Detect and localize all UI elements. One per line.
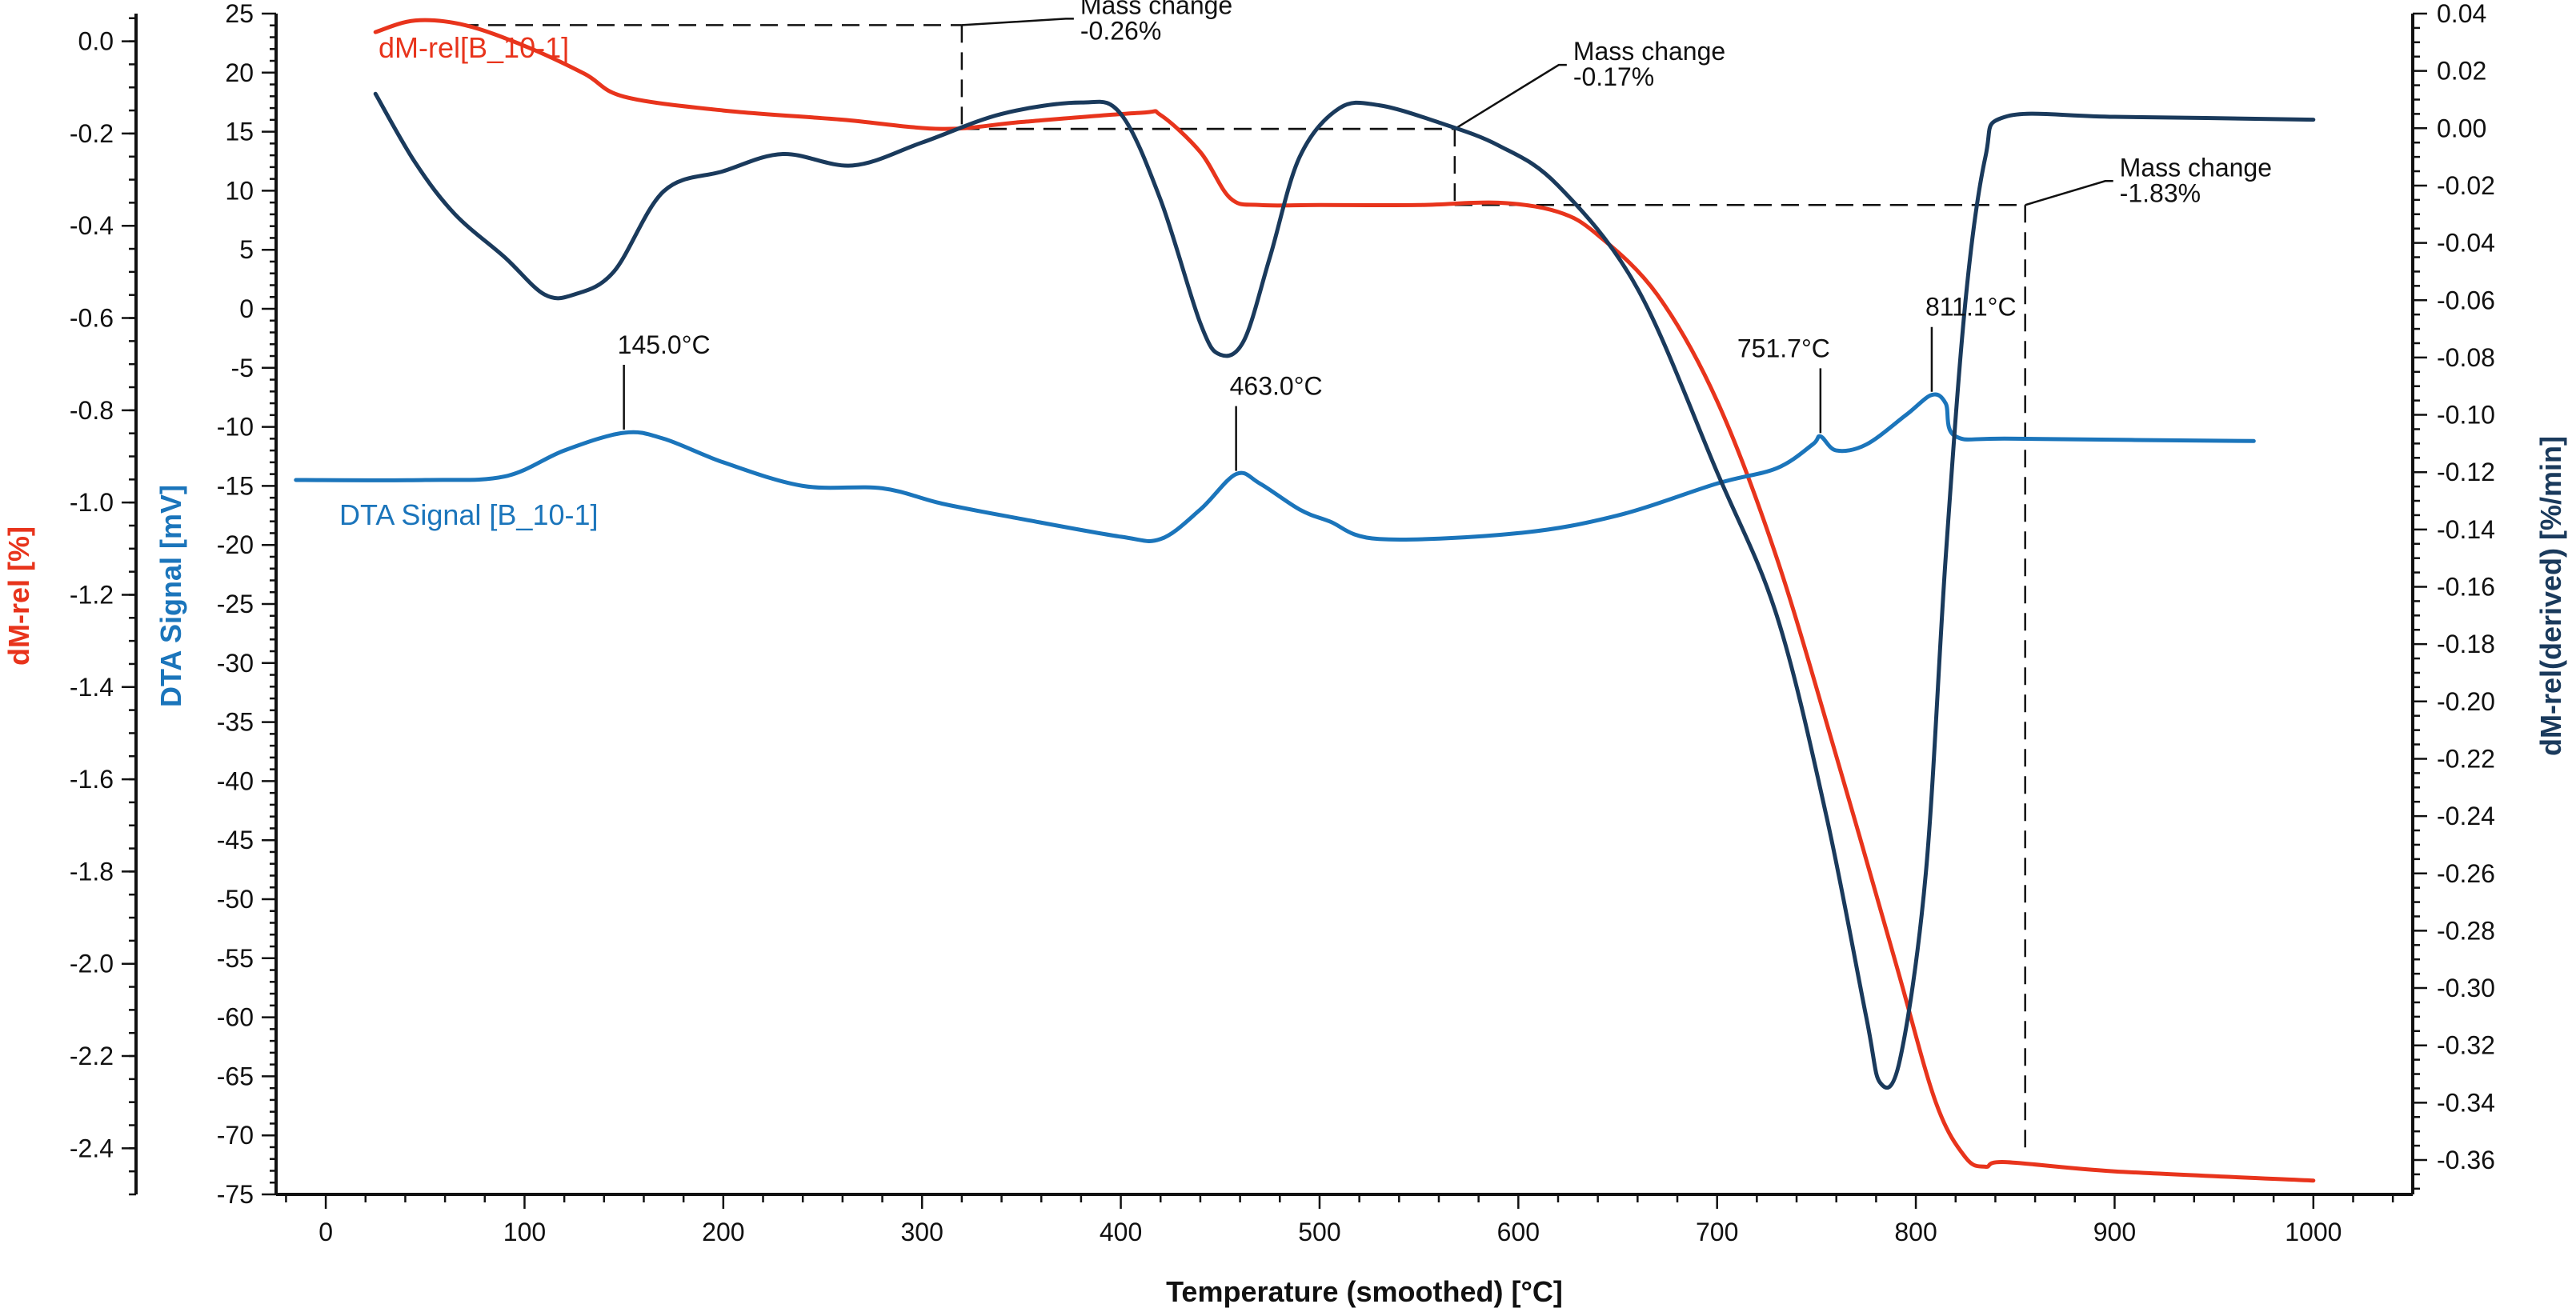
left-outer-tick-label: -1.8 — [70, 857, 114, 886]
right-tick-label: -0.18 — [2437, 630, 2495, 658]
dm-rel-derived-line — [373, 91, 2316, 1090]
dm-rel-series-label: dM-rel[B_10-1] — [379, 31, 569, 64]
dta-signal-line — [294, 392, 2256, 543]
left-inner-tick-label: 0 — [239, 294, 254, 323]
peak-label: 463.0°C — [1230, 372, 1323, 401]
left-inner-tick-label: 25 — [225, 0, 254, 28]
right-tick-label: -0.10 — [2437, 401, 2495, 430]
right-tick-label: -0.06 — [2437, 286, 2495, 314]
mass-change-value: -0.17% — [1573, 62, 1654, 91]
right-tick-label: 0.04 — [2437, 0, 2486, 28]
left-outer-tick-label: 0.0 — [78, 27, 114, 56]
left-inner-tick-label: -70 — [217, 1121, 254, 1150]
left-outer-tick-label: -1.4 — [70, 673, 114, 702]
mass-change-guides: Mass change-0.26%Mass change-0.17%Mass c… — [460, 0, 2272, 1154]
left-inner-tick-label: -60 — [217, 1003, 254, 1032]
left-inner-tick-label: 10 — [225, 176, 254, 205]
x-tick-label: 1000 — [2285, 1218, 2342, 1246]
left-outer-tick-label: -0.6 — [70, 304, 114, 333]
right-tick-label: -0.08 — [2437, 343, 2495, 372]
left-inner-tick-label: 15 — [225, 118, 254, 146]
right-tick-label: 0.00 — [2437, 114, 2486, 142]
left-inner-axis-title: DTA Signal [mV] — [154, 485, 187, 707]
left-outer-tick-label: -1.2 — [70, 580, 114, 609]
right-tick-label: -0.22 — [2437, 744, 2495, 773]
x-tick-label: 400 — [1100, 1218, 1142, 1246]
x-tick-label: 0 — [318, 1218, 333, 1246]
left-inner-tick-label: -5 — [231, 354, 254, 382]
left-outer-axis-title: dM-rel [%] — [2, 526, 35, 666]
right-tick-label: -0.30 — [2437, 974, 2495, 1002]
mass-change-value: -1.83% — [2120, 178, 2201, 207]
mass-change-title: Mass change — [1573, 37, 1725, 66]
x-tick-label: 900 — [2093, 1218, 2136, 1246]
right-tick-label: -0.20 — [2437, 687, 2495, 716]
x-tick-label: 600 — [1497, 1218, 1540, 1246]
left-outer-tick-label: -1.0 — [70, 488, 114, 517]
x-tick-label: 800 — [1894, 1218, 1937, 1246]
right-tick-label: -0.02 — [2437, 171, 2495, 200]
left-outer-tick-label: -0.2 — [70, 119, 114, 148]
right-tick-label: -0.28 — [2437, 916, 2495, 945]
left-inner-tick-label: -75 — [217, 1180, 254, 1209]
right-tick-label: -0.34 — [2437, 1088, 2495, 1117]
mass-change-title: Mass change — [2120, 153, 2272, 182]
x-tick-label: 200 — [702, 1218, 744, 1246]
left-inner-tick-label: -35 — [217, 708, 254, 737]
peak-label: 811.1°C — [1925, 293, 2017, 322]
mass-change-leader — [1454, 63, 1567, 130]
left-outer-tick-label: -0.8 — [70, 396, 114, 425]
mass-change-title: Mass change — [1080, 0, 1232, 19]
left-inner-tick-label: 20 — [225, 58, 254, 87]
x-axis-title: Temperature (smoothed) [°C] — [1166, 1275, 1563, 1308]
left-inner-tick-label: -20 — [217, 530, 254, 559]
x-tick-label: 300 — [901, 1218, 943, 1246]
right-tick-label: -0.26 — [2437, 859, 2495, 888]
x-tick-label: 100 — [503, 1218, 546, 1246]
left-inner-tick-label: -10 — [217, 413, 254, 442]
left-inner-tick-label: -50 — [217, 885, 254, 914]
left-inner-tick-label: 5 — [239, 235, 254, 264]
mass-change-leader — [2025, 180, 2113, 206]
annotation-layer: 145.0°C 463.0°C 751.7°C 811.1°C — [618, 293, 2017, 471]
right-tick-label: -0.12 — [2437, 458, 2495, 486]
left-outer-tick-label: -2.4 — [70, 1134, 114, 1162]
left-inner-tick-label: -55 — [217, 944, 254, 973]
right-axis-title: dM-rel(derived) [%/min] — [2534, 436, 2567, 756]
dm-rel-line — [373, 18, 2316, 1183]
right-tick-label: 0.02 — [2437, 57, 2486, 86]
right-tick-label: -0.24 — [2437, 802, 2495, 830]
right-tick-label: -0.04 — [2437, 229, 2495, 258]
left-inner-tick-label: -15 — [217, 471, 254, 500]
left-outer-tick-label: -1.6 — [70, 765, 114, 794]
left-outer-tick-label: -2.0 — [70, 950, 114, 978]
right-tick-label: -0.16 — [2437, 573, 2495, 602]
axes-layer: 0.0 -0.2 -0.4 -0.6 -0.8 -1.0 -1.2 -1.4 -1.6 -1.8 -… — [70, 0, 2495, 1246]
peak-label: 751.7°C — [1737, 334, 1830, 362]
peak-label: 145.0°C — [618, 330, 711, 359]
series-layer — [294, 18, 2316, 1183]
dta-series-label: DTA Signal [B_10-1] — [339, 498, 599, 531]
x-tick-label: 500 — [1298, 1218, 1340, 1246]
right-tick-label: -0.14 — [2437, 515, 2495, 544]
left-outer-tick-label: -0.4 — [70, 211, 114, 240]
mass-change-value: -0.26% — [1080, 16, 1161, 45]
left-outer-tick-label: -2.2 — [70, 1042, 114, 1070]
left-inner-tick-label: -25 — [217, 590, 254, 618]
right-tick-label: -0.32 — [2437, 1031, 2495, 1060]
left-inner-tick-label: -30 — [217, 649, 254, 678]
left-inner-tick-label: -40 — [217, 766, 254, 795]
mass-change-leader — [961, 18, 1074, 26]
left-inner-tick-label: -65 — [217, 1062, 254, 1090]
x-tick-label: 700 — [1696, 1218, 1738, 1246]
left-inner-tick-label: -45 — [217, 826, 254, 854]
right-tick-label: -0.36 — [2437, 1146, 2495, 1174]
